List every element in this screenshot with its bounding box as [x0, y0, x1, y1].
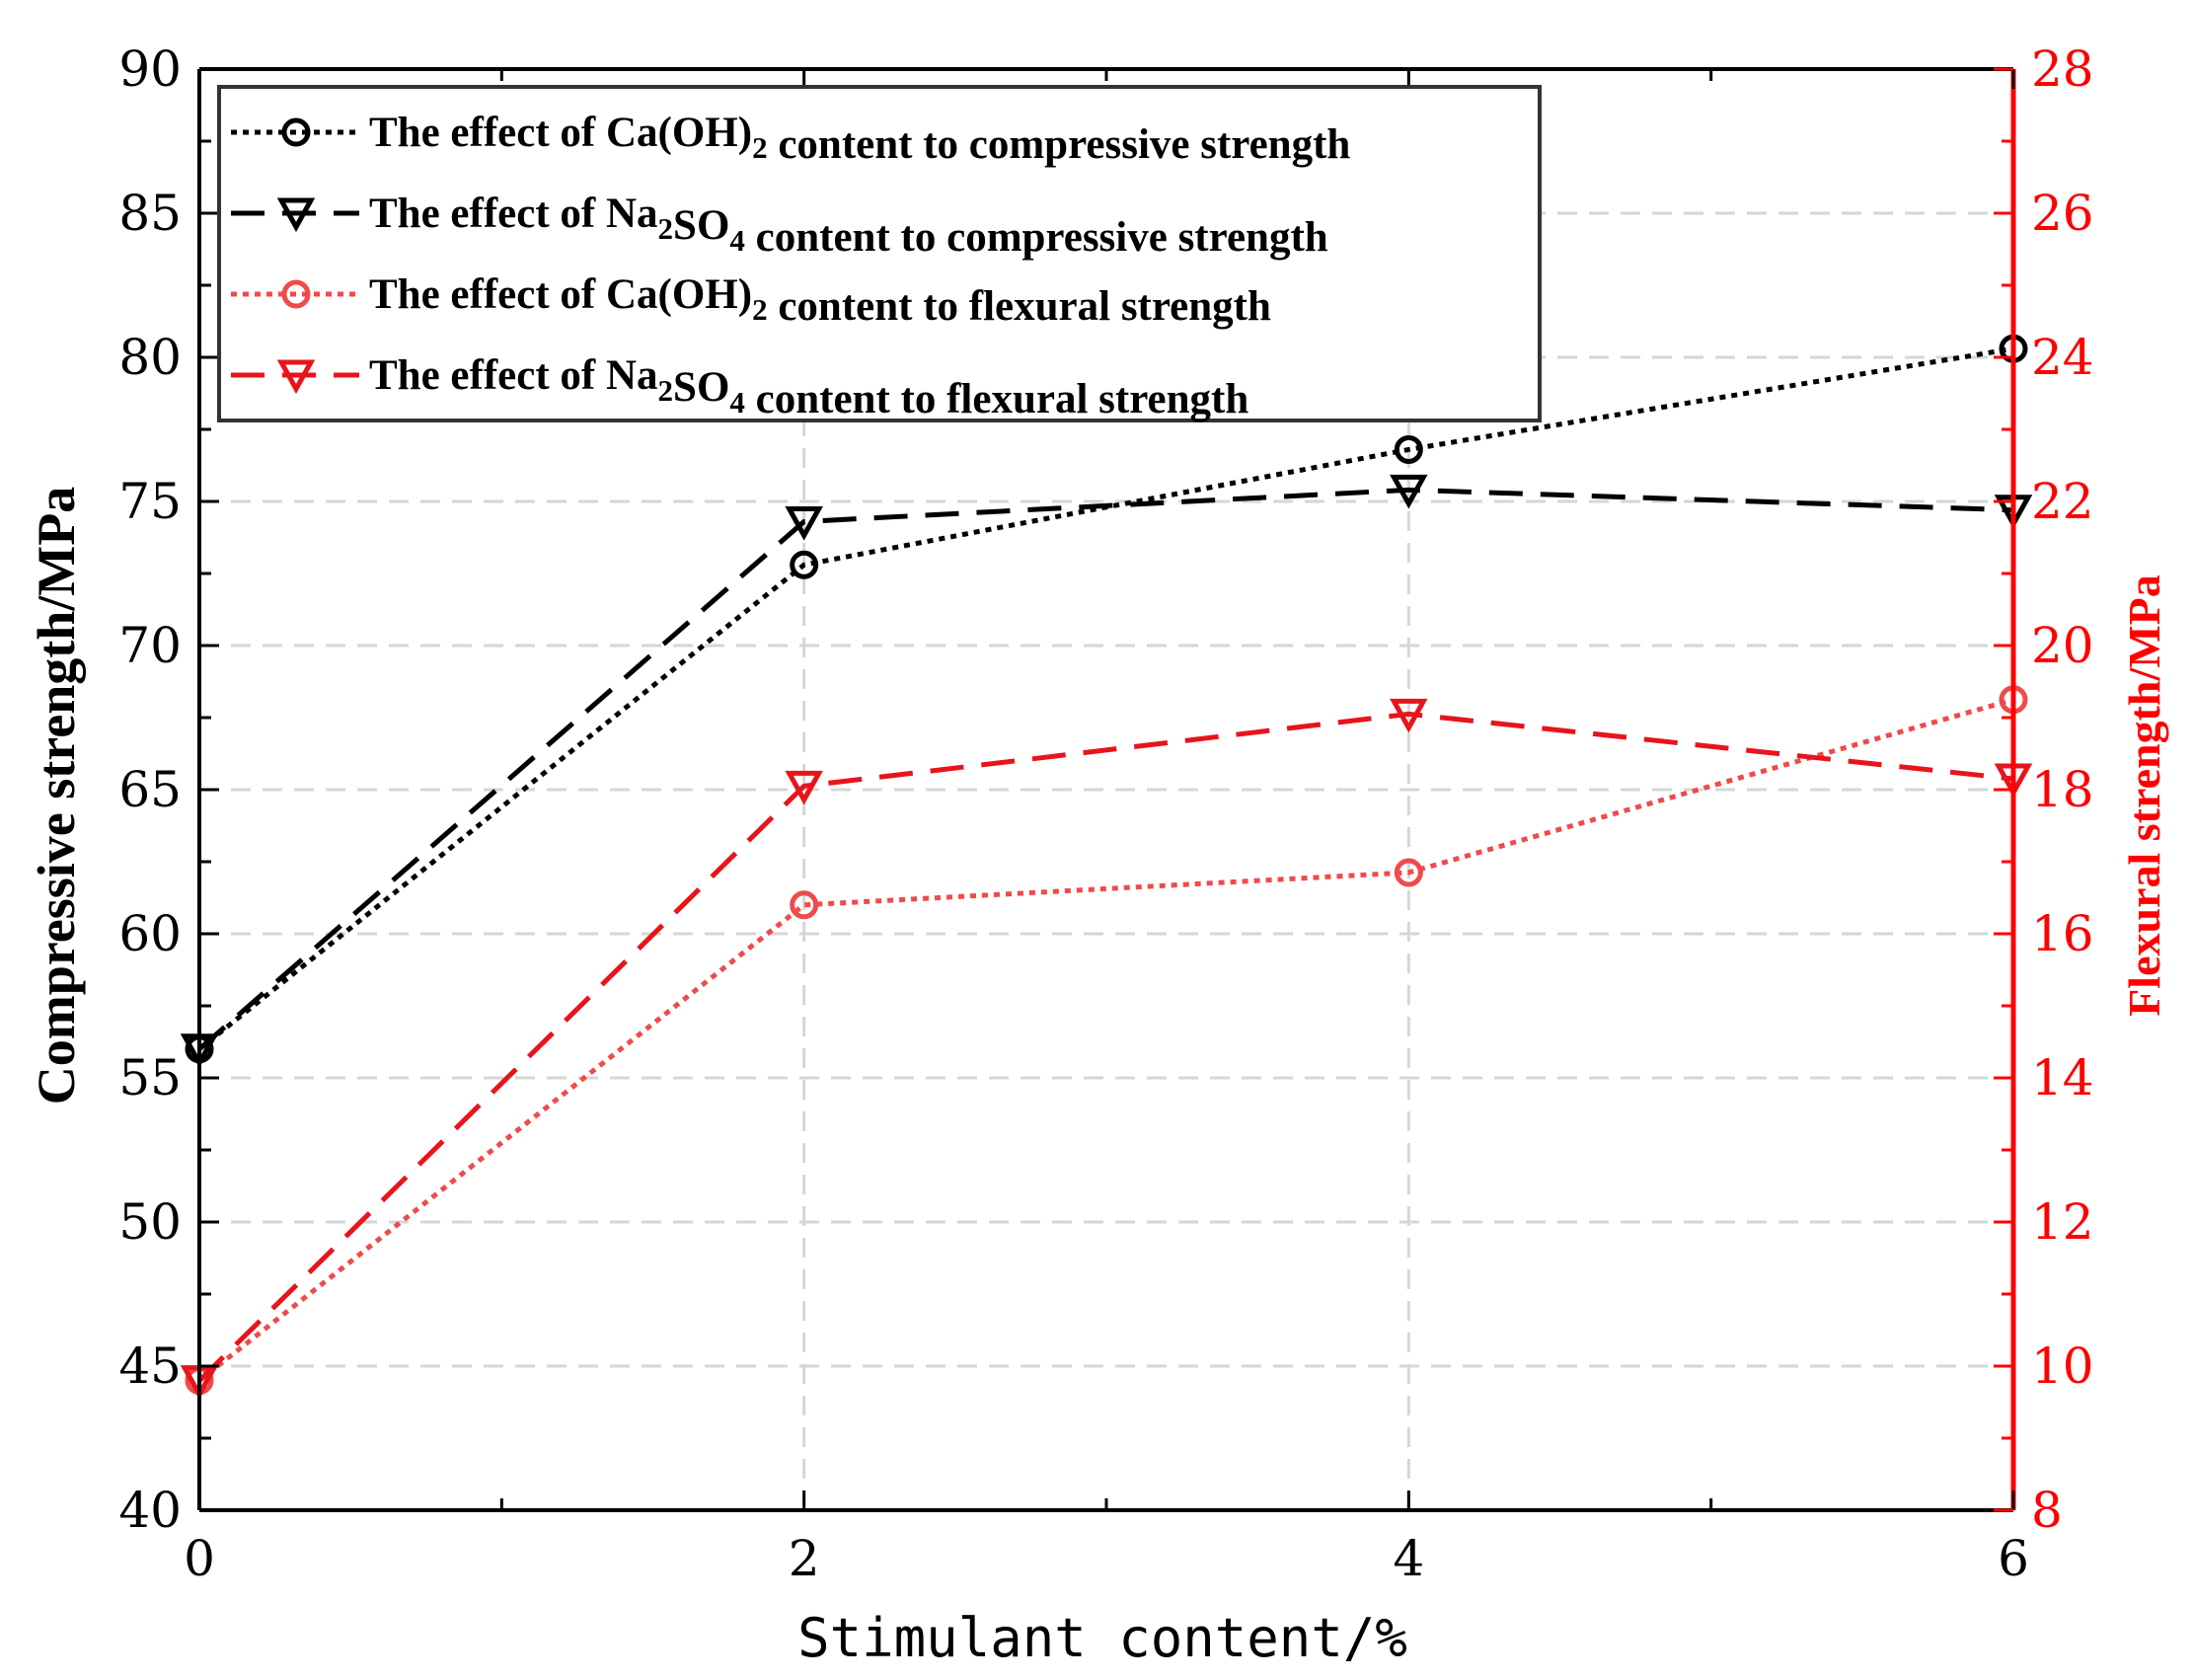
left-y-tick-label: 85 [118, 185, 182, 242]
legend-text-part: content to flexural strength [768, 283, 1271, 330]
legend-marker [281, 279, 311, 309]
legend-text-part: The effect of Na [369, 352, 658, 399]
data-point [790, 550, 819, 579]
x-tick-label: 6 [1998, 1530, 2029, 1587]
legend-marker [276, 197, 316, 233]
legend-text-part: The effect of Ca(OH) [369, 271, 752, 318]
series-3 [185, 685, 2028, 1396]
series-layer [180, 334, 2033, 1400]
right-y-tick-label: 10 [2031, 1337, 2094, 1395]
right-y-tick-label: 16 [2031, 905, 2094, 962]
series-line [197, 345, 2014, 1051]
series-line [197, 487, 2014, 1051]
legend-entry: The effect of Na2SO4 content to flexural… [231, 352, 1248, 422]
legend-entry: The effect of Ca(OH)2 content to compres… [231, 110, 1350, 168]
legend-text-part: The effect of Ca(OH) [369, 110, 752, 156]
right-y-tick-label: 28 [2031, 40, 2094, 98]
legend-text-part: content to flexural strength [745, 376, 1248, 422]
right-y-tick-label: 26 [2031, 185, 2094, 242]
x-axis-title: Stimulant content/% [797, 1607, 1407, 1669]
legend-text-part: content to compressive strength [745, 214, 1328, 261]
x-tick-label: 0 [184, 1530, 215, 1587]
legend-entry: The effect of Ca(OH)2 content to flexura… [231, 271, 1271, 330]
series-line [197, 697, 2014, 1383]
legend-subscript: 2 [658, 373, 674, 408]
legend: The effect of Ca(OH)2 content to compres… [217, 85, 1542, 422]
legend-marker [281, 117, 311, 147]
legend-label: The effect of Na2SO4 content to compress… [369, 191, 1328, 261]
series-line [197, 711, 2014, 1383]
legend-subscript: 4 [729, 223, 745, 258]
left-y-tick-label: 55 [118, 1049, 182, 1107]
legend-subscript: 2 [752, 292, 768, 327]
right-y-tick-label: 22 [2031, 473, 2094, 530]
legend-label: The effect of Ca(OH)2 content to compres… [369, 110, 1350, 168]
axes: 0 2 4 6404550556065707580859081012141618202… [118, 40, 2093, 1587]
right-y-tick-label: 18 [2031, 761, 2094, 818]
legend-subscript: 4 [729, 385, 745, 420]
legend-label: The effect of Ca(OH)2 content to flexura… [369, 271, 1271, 330]
legend-subscript: 2 [752, 130, 768, 165]
x-tick-label: 2 [789, 1530, 820, 1587]
right-y-tick-label: 12 [2031, 1193, 2094, 1251]
left-y-axis-title: Compressive strength/MPa [27, 487, 86, 1105]
data-point [1394, 858, 1423, 887]
left-y-tick-label: 90 [118, 40, 182, 98]
left-y-tick-label: 70 [118, 617, 182, 674]
left-y-tick-label: 65 [118, 761, 182, 818]
legend-label: The effect of Na2SO4 content to flexural… [369, 352, 1248, 422]
data-point [1390, 698, 1428, 733]
left-y-tick-label: 80 [118, 329, 182, 386]
right-y-axis-title: Flexural strength/MPa [2119, 574, 2169, 1017]
series-1 [185, 334, 2028, 1064]
data-point [1390, 474, 1428, 509]
data-point [790, 890, 819, 920]
data-point [785, 505, 823, 541]
data-point [785, 770, 823, 805]
legend-entry: The effect of Na2SO4 content to compress… [231, 191, 1328, 261]
left-y-tick-label: 50 [118, 1193, 182, 1251]
legend-text-part: content to compressive strength [768, 121, 1351, 168]
legend-box [217, 85, 1542, 422]
series-4 [180, 698, 2033, 1400]
left-y-tick-label: 45 [118, 1337, 182, 1395]
x-tick-label: 4 [1393, 1530, 1424, 1587]
legend-text-part: SO [673, 202, 729, 249]
left-y-tick-label: 40 [118, 1482, 182, 1539]
right-y-tick-label: 24 [2031, 329, 2094, 386]
left-y-tick-label: 75 [118, 473, 182, 530]
right-y-tick-label: 8 [2031, 1482, 2063, 1539]
legend-text-part: The effect of Na [369, 191, 658, 237]
right-y-tick-label: 14 [2031, 1049, 2094, 1107]
legend-text-part: SO [673, 364, 729, 411]
data-point [1394, 434, 1423, 464]
legend-marker [276, 359, 316, 395]
legend-subscript: 2 [658, 211, 674, 246]
right-y-tick-label: 20 [2031, 617, 2094, 674]
series-2 [180, 474, 2033, 1068]
left-y-tick-label: 60 [118, 905, 182, 962]
